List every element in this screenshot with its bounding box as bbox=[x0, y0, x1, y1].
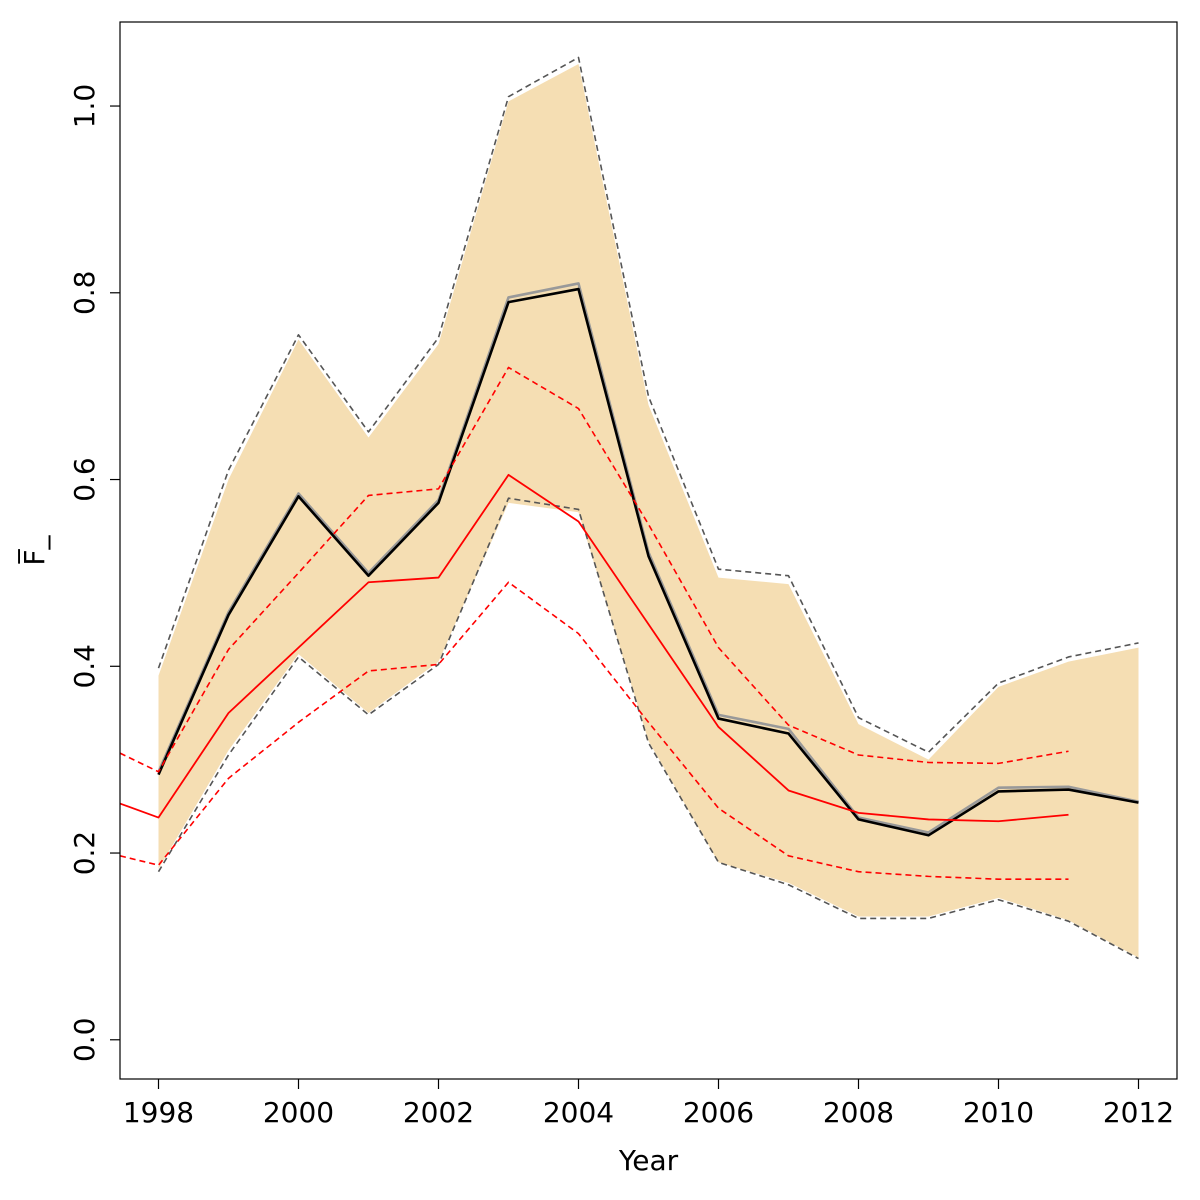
series-line-6 bbox=[119, 366, 1069, 773]
x-tick-label: 2010 bbox=[963, 1096, 1034, 1129]
x-tick-label: 2002 bbox=[403, 1096, 474, 1129]
y-tick-label: 0.0 bbox=[68, 1018, 101, 1063]
x-tick-label: 2012 bbox=[1103, 1096, 1174, 1129]
y-tick-label: 0.8 bbox=[68, 271, 101, 316]
series-line-4 bbox=[157, 287, 1139, 837]
x-tick-label: 2004 bbox=[543, 1096, 614, 1129]
series-line-5 bbox=[119, 473, 1069, 823]
series-line-7 bbox=[119, 581, 1069, 880]
x-tick-label: 2000 bbox=[263, 1096, 334, 1129]
plot-frame bbox=[119, 21, 1178, 1080]
x-tick-label: 2008 bbox=[823, 1096, 894, 1129]
y-axis-title: F̅_ bbox=[17, 534, 51, 565]
y-tick-label: 0.6 bbox=[68, 457, 101, 502]
x-axis-title: Year bbox=[618, 1144, 679, 1177]
y-axis: 0.0 0.2 0.4 0.6 0.8 1.0 bbox=[68, 84, 120, 1062]
series-line-1 bbox=[157, 56, 1139, 753]
x-axis: 1998 2000 2002 2004 2006 2008 2010 2012 bbox=[123, 1079, 1174, 1129]
y-tick-label: 0.2 bbox=[68, 831, 101, 876]
x-tick-label: 2006 bbox=[683, 1096, 754, 1129]
y-tick-label: 0.4 bbox=[68, 644, 101, 689]
x-tick-label: 1998 bbox=[123, 1096, 194, 1129]
series-layer bbox=[119, 56, 1139, 960]
uncertainty-band-layer bbox=[158, 64, 1139, 958]
confidence-band bbox=[158, 64, 1139, 958]
y-tick-label: 1.0 bbox=[68, 84, 101, 129]
